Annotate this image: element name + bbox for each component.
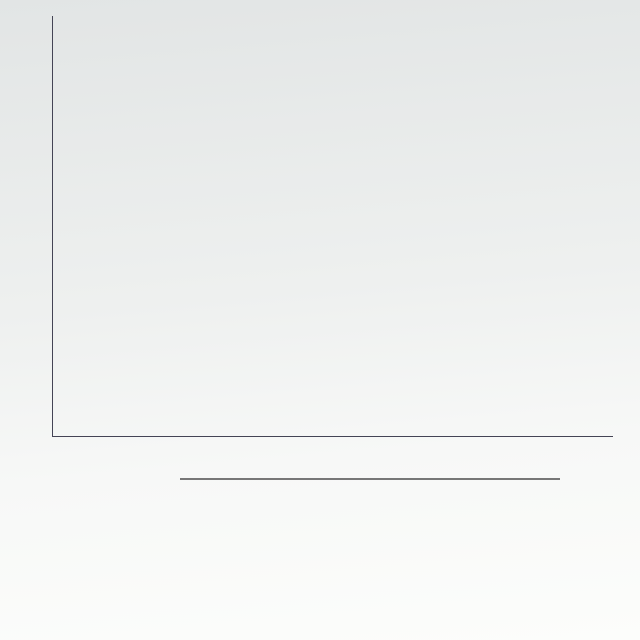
page [0, 0, 640, 640]
composition-table [180, 470, 560, 492]
table-header-row [180, 470, 560, 480]
table-row [180, 486, 560, 492]
spectrum-chart [52, 16, 613, 437]
